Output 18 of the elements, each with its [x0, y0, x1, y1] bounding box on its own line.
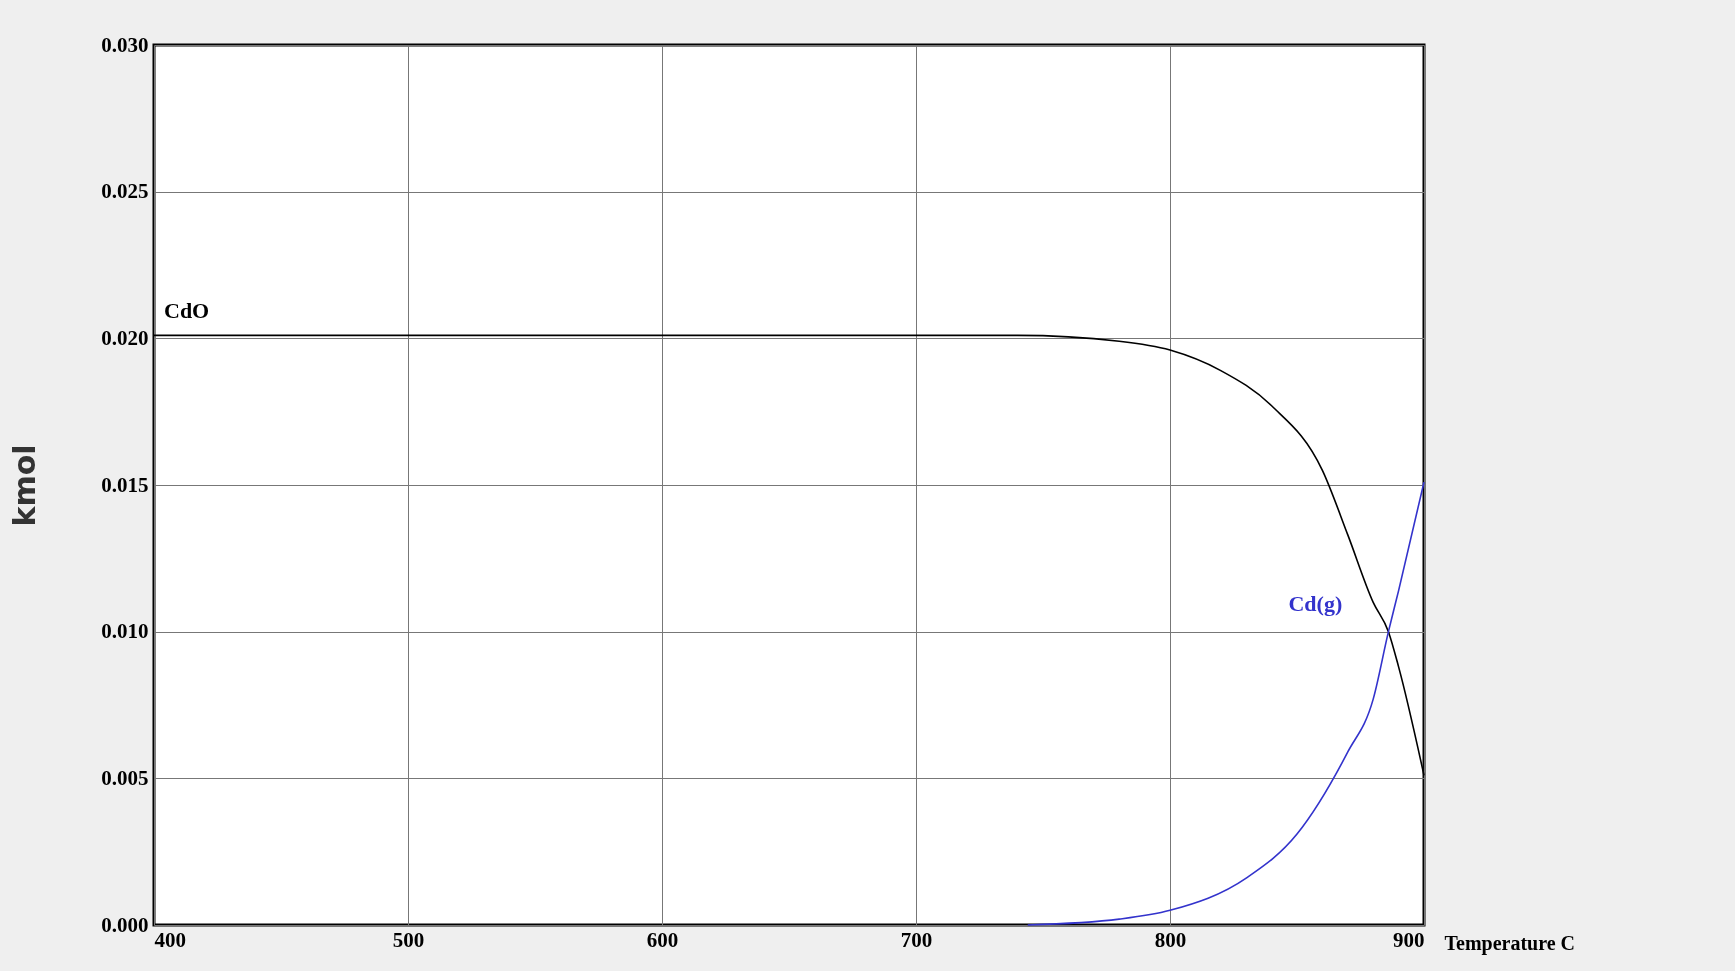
- y-tick-label: 0.000: [101, 912, 149, 937]
- y-axis-title: kmol: [7, 444, 43, 527]
- x-tick-label: 700: [900, 927, 933, 952]
- y-tick-label: 0.030: [101, 32, 149, 57]
- line-series: [1026, 481, 1425, 926]
- x-tick-label: 400: [154, 927, 186, 952]
- x-axis-title: Temperature C: [1444, 931, 1576, 955]
- x-tick-label: 600: [646, 927, 679, 952]
- x-tick-label: 800: [1154, 927, 1187, 952]
- y-tick-label: 0.005: [101, 765, 149, 790]
- y-tick-label: 0.020: [101, 325, 149, 350]
- x-tick-label: 900: [1393, 927, 1425, 952]
- y-tick-label: 0.010: [101, 619, 149, 644]
- y-tick-label: 0.025: [101, 179, 149, 204]
- x-tick-label: 500: [392, 927, 425, 952]
- text: Cd(g): [1288, 590, 1343, 616]
- y-tick-label: 0.015: [101, 472, 149, 497]
- series-label: CdO: [164, 298, 210, 324]
